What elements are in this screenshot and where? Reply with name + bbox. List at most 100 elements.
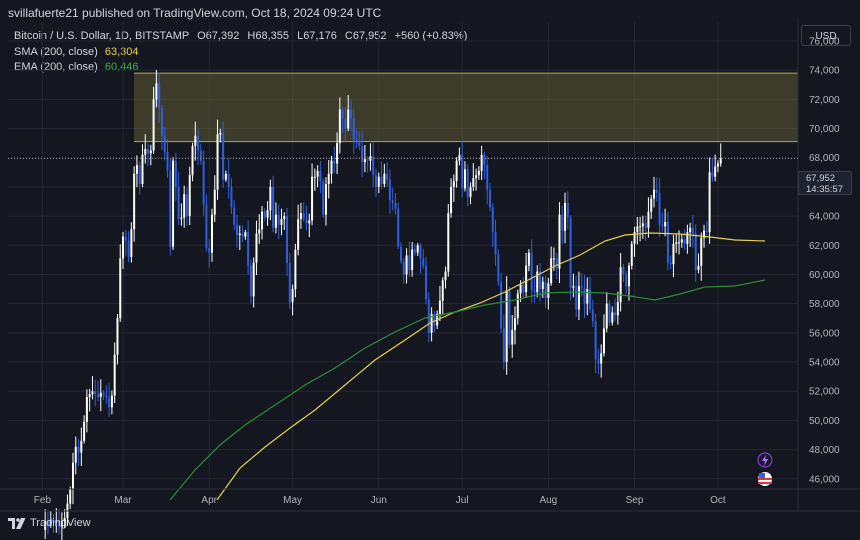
- candle: [363, 144, 366, 173]
- candle-body: [619, 267, 622, 303]
- candle: [680, 234, 683, 248]
- candle: [397, 202, 400, 250]
- candle-body: [511, 329, 514, 345]
- candle-body: [230, 186, 233, 208]
- candle-body: [539, 271, 542, 290]
- candle: [502, 314, 505, 370]
- candle: [566, 191, 569, 230]
- candle: [614, 298, 617, 321]
- candle: [46, 511, 49, 535]
- candle-body: [160, 108, 163, 136]
- candle-body: [85, 397, 88, 422]
- candle: [455, 157, 458, 188]
- candle: [714, 154, 717, 182]
- candle-body: [650, 198, 653, 212]
- candle: [441, 277, 444, 316]
- candle: [458, 147, 461, 166]
- candle-body: [119, 258, 122, 319]
- candle: [194, 121, 197, 161]
- candle: [708, 157, 711, 244]
- candle-body: [172, 160, 175, 247]
- candle: [372, 142, 375, 188]
- candle: [227, 158, 230, 199]
- candle: [650, 194, 653, 220]
- candle: [691, 214, 694, 248]
- candle-body: [566, 202, 569, 218]
- candle: [277, 204, 280, 240]
- candle: [561, 205, 564, 244]
- candle-body: [700, 237, 703, 266]
- y-tick-label: 46,000: [809, 474, 840, 485]
- candle: [152, 86, 155, 154]
- candle-body: [458, 154, 461, 161]
- candle: [641, 215, 644, 239]
- candle-body: [97, 394, 99, 398]
- y-tick-label: 48,000: [809, 445, 840, 456]
- candle: [547, 277, 550, 310]
- candle-body: [419, 245, 422, 259]
- candle: [286, 207, 289, 277]
- candle-body: [308, 220, 311, 224]
- candle: [174, 152, 177, 202]
- x-tick-label: May: [283, 495, 302, 506]
- candle: [288, 252, 291, 310]
- candle: [700, 232, 703, 281]
- candle-body: [269, 186, 272, 211]
- candle: [144, 134, 147, 164]
- candle-body: [544, 281, 547, 298]
- candle: [380, 161, 383, 189]
- candle: [661, 212, 664, 232]
- candle-body: [455, 160, 458, 182]
- candle-body: [241, 233, 244, 237]
- currency-button[interactable]: USD: [801, 25, 851, 46]
- candle-body: [644, 223, 647, 228]
- candle-body: [258, 229, 261, 234]
- candle-body: [124, 236, 127, 241]
- candle: [344, 107, 347, 143]
- candle: [236, 214, 238, 249]
- candle: [408, 241, 411, 277]
- tradingview-logo[interactable]: TradingView: [8, 517, 91, 529]
- symbol-name: Bitcoin / U.S. Dollar, 1D, BITSTAMP: [14, 30, 190, 42]
- brand-name: TradingView: [30, 517, 91, 529]
- candle: [197, 129, 200, 166]
- candle-body: [705, 230, 708, 233]
- candle-body: [63, 518, 66, 522]
- candle-body: [586, 289, 589, 304]
- candle-body: [575, 286, 578, 310]
- candle-body: [614, 312, 617, 316]
- sma-legend[interactable]: SMA (200, close) 63,304: [14, 45, 467, 61]
- candle-body: [486, 165, 489, 190]
- candle: [558, 202, 561, 284]
- candle: [261, 206, 264, 240]
- candle-body: [291, 289, 294, 303]
- candle-body: [483, 154, 486, 166]
- candle: [541, 276, 544, 298]
- sma-200-line: [216, 232, 766, 501]
- candle: [69, 486, 72, 509]
- candle-body: [197, 135, 200, 151]
- candle: [477, 166, 480, 180]
- candle-body: [60, 521, 63, 527]
- candle: [74, 436, 77, 475]
- candle: [252, 257, 255, 308]
- candle: [213, 175, 216, 223]
- candle: [497, 249, 500, 286]
- candle: [625, 270, 628, 294]
- symbol-legend[interactable]: Bitcoin / U.S. Dollar, 1D, BITSTAMP O67,…: [14, 29, 467, 45]
- candle: [391, 187, 394, 211]
- sma-label: SMA (200, close): [14, 45, 98, 58]
- candle: [169, 158, 172, 256]
- candle: [88, 388, 91, 412]
- y-tick-label: 60,000: [809, 270, 840, 281]
- candle: [147, 143, 150, 167]
- candle: [589, 276, 592, 314]
- candle-body: [647, 211, 650, 228]
- candle-body: [99, 392, 102, 398]
- x-tick-label: Sep: [626, 495, 644, 506]
- candle-body: [580, 286, 583, 288]
- candle: [274, 202, 277, 234]
- candle: [294, 243, 297, 298]
